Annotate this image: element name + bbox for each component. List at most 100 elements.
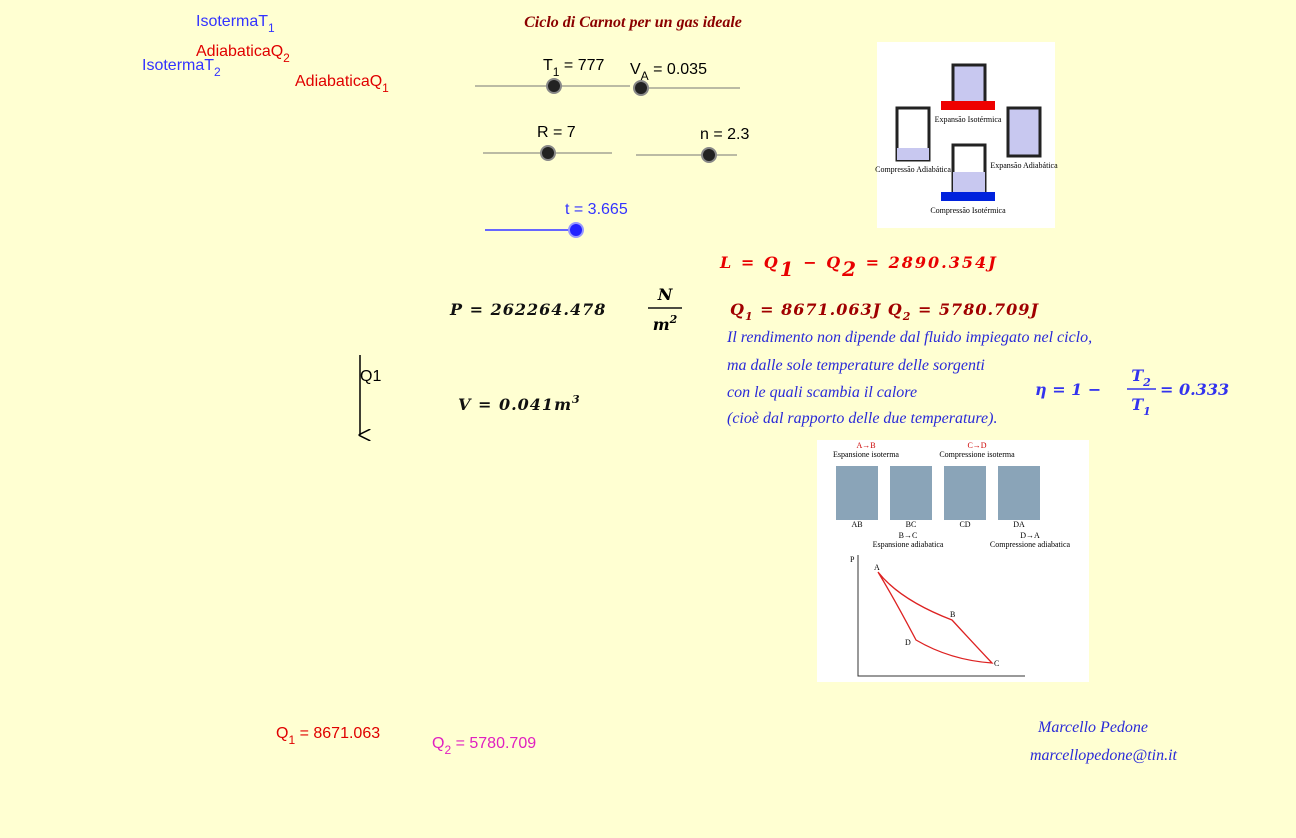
caption: C→D (967, 441, 986, 450)
curve-label: AdiabaticaQ2 (196, 43, 290, 65)
volume-formula: V = 0.041m3 (458, 393, 581, 414)
caption: AB (851, 520, 862, 529)
caption: A→B (856, 441, 875, 450)
cylinder (951, 63, 987, 105)
t: = 777 (559, 57, 604, 74)
slider-label: R = 7 (537, 124, 576, 141)
t: = 0.333 (1160, 380, 1229, 399)
t: m (653, 315, 670, 334)
t: IsotermaT (142, 57, 214, 74)
t: AdiabaticaQ (196, 43, 283, 60)
note-line: (cioè dal rapporto delle due temperature… (727, 410, 997, 427)
t: Q (730, 300, 745, 319)
mini-axes (857, 555, 1025, 677)
t: A (641, 69, 649, 83)
curve-label: AdiabaticaQ1 (295, 73, 389, 95)
slider-label: n = 2.3 (700, 126, 749, 143)
caption: P (850, 555, 855, 564)
t: Q (432, 735, 444, 752)
caption: Espansione adiabatica (873, 540, 944, 549)
piston (944, 466, 986, 520)
caption: D→A (1020, 531, 1040, 540)
area-label: Q2 = 5780.709 (432, 735, 536, 757)
t: Q (276, 725, 288, 742)
t: = 8671.063 (295, 725, 380, 742)
t: V (630, 61, 641, 78)
image-phases: A→B C→D Espansione isoterma Compressione… (817, 440, 1089, 682)
t: = 5780.709 (451, 735, 536, 752)
slider-knob[interactable] (701, 147, 717, 163)
t: AdiabaticaQ (295, 73, 382, 90)
caption: C (994, 659, 999, 668)
mini-cycle (877, 571, 994, 664)
t: 2 (214, 65, 221, 79)
t: 2 (902, 310, 912, 323)
caption: B→C (899, 531, 918, 540)
t: N (657, 285, 674, 304)
t: 1 (1143, 405, 1151, 418)
cold-source (941, 192, 995, 201)
sliders: T1 = 777 VA = 0.035 R = 7 n = 2.3 t = 3.… (475, 57, 749, 238)
t: V = 0.041m (458, 395, 572, 414)
curve-labels: IsotermaT1 IsotermaT2 AdiabaticaQ2 Adiab… (142, 13, 389, 95)
caption: Compressão Adiabática (875, 165, 951, 174)
gas (897, 148, 929, 160)
caption: CD (959, 520, 970, 529)
t: = 0.035 (649, 61, 707, 78)
slider-knob[interactable] (633, 80, 649, 96)
t: T (543, 57, 553, 74)
efficiency-formula: η = 1 − T2 T1 = 0.333 (1035, 366, 1229, 418)
t: 2 (1142, 376, 1151, 389)
caption: A (874, 563, 880, 572)
slider-knob[interactable] (546, 78, 562, 94)
t: = 2890.354J (858, 253, 998, 272)
caption: B (950, 610, 955, 619)
arrow-label: Q1 (360, 368, 381, 385)
t: 3 (572, 393, 581, 406)
slider-knob[interactable] (540, 145, 556, 161)
t: 1 (553, 65, 560, 79)
t: P = 262264.478 (449, 300, 606, 319)
t: 2 (283, 51, 290, 65)
email: marcellopedone@tin.it (1030, 747, 1178, 764)
t: − Q (796, 253, 842, 272)
hot-source (941, 101, 995, 110)
t: 1 (268, 21, 275, 35)
t: T2 (1131, 366, 1151, 389)
caption: D (905, 638, 911, 647)
note: Il rendimento non dipende dal fluido imp… (726, 329, 1092, 427)
t: 2 (669, 313, 678, 326)
slider-knob[interactable] (568, 222, 584, 238)
caption: Expansão Isotérmica (935, 115, 1002, 124)
caption: Espansione isoterma (833, 450, 899, 459)
caption: Expansão Adiabática (990, 161, 1058, 170)
slider-label: VA = 0.035 (630, 61, 707, 83)
t: T (1131, 366, 1144, 385)
note-line: Il rendimento non dipende dal fluido imp… (726, 329, 1092, 346)
t: 2 (444, 743, 451, 757)
slider-label: t = 3.665 (565, 201, 628, 218)
title: Ciclo di Carnot per un gas ideale (524, 14, 742, 31)
piston (890, 466, 932, 520)
caption: DA (1013, 520, 1025, 529)
piston (998, 466, 1040, 520)
note-line: ma dalle sole temperature delle sorgenti (727, 357, 985, 374)
t: 1 (382, 81, 389, 95)
t: m2 (653, 313, 678, 334)
t: 1 (780, 257, 796, 281)
caption: Compressione isoterma (939, 450, 1015, 459)
curve-label: IsotermaT2 (142, 57, 221, 79)
note-line: con le quali scambia il calore (727, 384, 917, 401)
curve-label: IsotermaT1 (196, 13, 275, 35)
t: 2 (841, 257, 858, 281)
area-label: Q1 = 8671.063 (276, 725, 380, 747)
heats-formula: Q1 = 8671.063J Q2 = 5780.709J (730, 300, 1039, 323)
slider-label: T1 = 777 (543, 57, 605, 79)
gas (953, 172, 985, 192)
caption: Compressão Isotérmica (930, 206, 1006, 215)
t: L = Q (719, 253, 780, 272)
t: = 8671.063J Q (754, 300, 903, 319)
work-formula: L = Q1 − Q2 = 2890.354J (719, 253, 998, 281)
